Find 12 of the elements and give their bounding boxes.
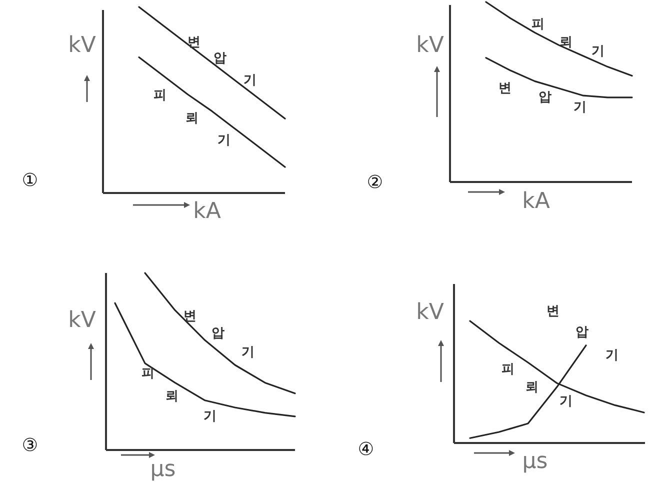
text: ② (366, 172, 384, 193)
x-axis-title: μs (522, 449, 548, 474)
x-axis-title: kA (522, 189, 550, 214)
y-axis-title: kV (68, 33, 96, 58)
y-axis-title: kV (68, 308, 96, 333)
text: ③ (22, 435, 38, 456)
y-axis-title: kV (416, 33, 444, 58)
x-axis-title: μs (150, 457, 176, 482)
text: ④ (358, 439, 374, 460)
text: ① (22, 170, 38, 191)
y-axis-title: kV (416, 300, 444, 325)
x-axis-title: kA (193, 199, 221, 224)
